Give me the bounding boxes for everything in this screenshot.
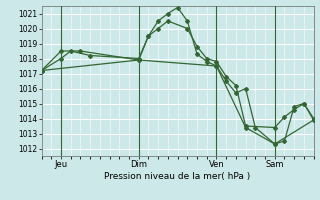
X-axis label: Pression niveau de la mer( hPa ): Pression niveau de la mer( hPa ) xyxy=(104,172,251,181)
